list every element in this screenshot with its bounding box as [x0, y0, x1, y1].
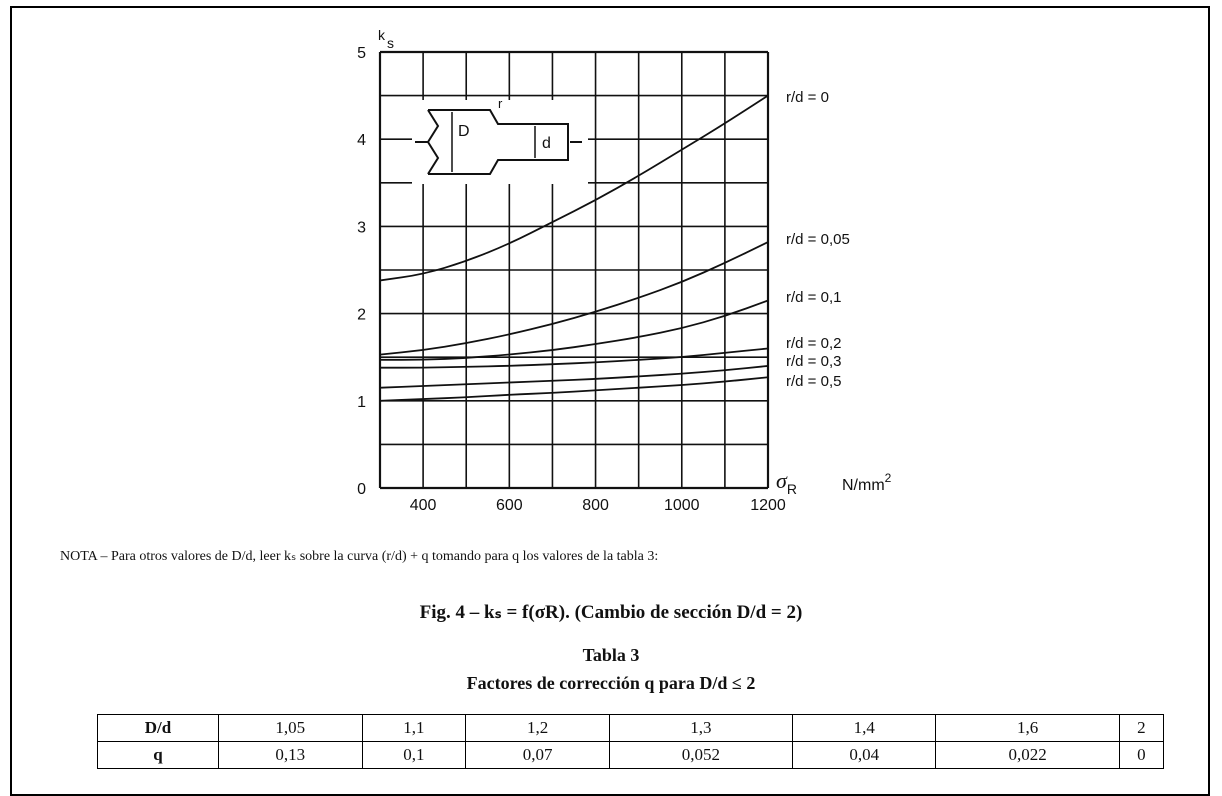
table-cell: 2: [1118, 714, 1165, 742]
x-tick-label: 400: [410, 497, 437, 514]
series-line: [379, 94, 769, 282]
chart-curves: [379, 94, 769, 402]
x-unit-main: N/mm: [842, 477, 885, 494]
table-cell: 0,04: [791, 741, 937, 769]
series-line: [379, 365, 769, 389]
table-cell: 1,3: [608, 714, 793, 742]
table-subtitle: Factores de corrección q para D/d ≤ 2: [466, 673, 756, 693]
y-axis-label-main: k: [378, 27, 386, 43]
shaft-diagram: [415, 109, 582, 175]
table-cell: D/d: [97, 714, 219, 742]
note-text: NOTA – Para otros valores de D/d, leer k…: [60, 549, 659, 564]
x-axis-unit: N/mm2: [842, 471, 892, 494]
table-cell: 0,13: [218, 741, 363, 769]
chart-grid: [378, 50, 770, 490]
table-cell: q: [97, 741, 219, 769]
series-line: [379, 376, 769, 402]
series-label: r/d = 0: [786, 89, 829, 106]
y-tick-label: 0: [357, 481, 366, 498]
table-cell: 0,022: [935, 741, 1120, 769]
curve-labels: r/d = 0r/d = 0,05r/d = 0,1r/d = 0,2r/d =…: [786, 89, 850, 390]
table-cell: 1,6: [935, 714, 1120, 742]
table-cell: 0: [1118, 741, 1165, 769]
series-label: r/d = 0,3: [786, 353, 841, 370]
series-line: [380, 299, 769, 361]
y-tick-label: 2: [357, 307, 366, 324]
x-axis-symbol-sub: R: [787, 481, 797, 497]
y-tick-label: 1: [357, 394, 366, 411]
x-tick-label: 1200: [750, 497, 786, 514]
figure-caption: Fig. 4 – kₛ = f(σR). (Cambio de sección …: [419, 602, 803, 623]
x-axis-symbol: σR: [776, 468, 797, 497]
table-row-q: q 0,13 0,1 0,07 0,052 0,04 0,022 0: [97, 741, 1165, 769]
series-label: r/d = 0,05: [786, 231, 850, 248]
table-cell: 1,4: [791, 714, 937, 742]
table-cell: 0,07: [465, 741, 610, 769]
table-cell: 0,052: [608, 741, 793, 769]
D-label: D: [458, 123, 470, 140]
table-cell: 1,2: [465, 714, 610, 742]
inset-background: [412, 100, 588, 184]
d-label: d: [542, 135, 551, 152]
x-tick-label: 600: [496, 497, 523, 514]
series-line: [379, 241, 769, 356]
series-label: r/d = 0,5: [786, 373, 841, 390]
table-cell: 1,05: [218, 714, 363, 742]
y-tick-label: 5: [357, 45, 366, 62]
ks-chart: 400 600 800 1000 1200 0 1 2 3 4 5 r/d = 0 r/d = 0,0…: [357, 27, 892, 514]
series-label: r/d = 0,2: [786, 335, 841, 352]
x-unit-sup: 2: [885, 471, 892, 485]
table-title: Tabla 3: [582, 645, 640, 665]
series-label: r/d = 0,1: [786, 289, 841, 306]
series-line: [380, 347, 769, 369]
chart-ticks: 400 600 800 1000 1200 0 1 2 3 4 5: [357, 45, 786, 514]
shaft-outline: [428, 109, 569, 175]
x-tick-label: 800: [582, 497, 609, 514]
x-axis-symbol-main: σ: [776, 468, 788, 493]
r-label: r: [498, 96, 503, 111]
table-cell: 1,1: [361, 714, 467, 742]
x-tick-label: 1000: [664, 497, 700, 514]
table-cell: 0,1: [361, 741, 467, 769]
table-row-dd: D/d 1,05 1,1 1,2 1,3 1,4 1,6 2: [97, 714, 1165, 742]
correction-factor-table: D/d 1,05 1,1 1,2 1,3 1,4 1,6 2 q 0,13 0,…: [97, 714, 1165, 769]
y-axis-label-sub: s: [387, 35, 394, 51]
y-tick-label: 3: [357, 219, 366, 236]
y-tick-label: 4: [357, 132, 366, 149]
